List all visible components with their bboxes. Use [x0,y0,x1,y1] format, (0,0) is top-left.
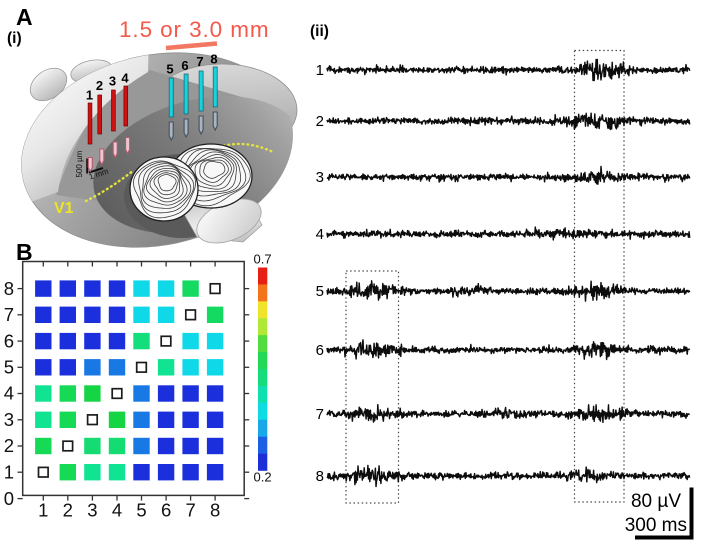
svg-text:4: 4 [121,71,129,86]
svg-text:8: 8 [210,52,217,67]
svg-text:6: 6 [4,330,14,351]
svg-text:5: 5 [316,283,324,300]
svg-text:1: 1 [86,88,93,103]
svg-text:(ii): (ii) [310,23,329,40]
svg-text:4: 4 [4,383,14,404]
svg-text:80 µV: 80 µV [631,491,681,512]
svg-text:8: 8 [316,468,324,485]
svg-text:3: 3 [109,74,116,89]
svg-text:500 µm: 500 µm [75,150,84,177]
svg-text:1: 1 [4,461,14,482]
svg-text:(i): (i) [7,30,22,47]
svg-text:1: 1 [38,500,48,521]
svg-text:1: 1 [316,62,324,79]
svg-text:4: 4 [112,500,122,521]
svg-text:B: B [16,239,33,265]
svg-text:6: 6 [316,342,324,359]
svg-text:7: 7 [316,406,324,423]
svg-text:3: 3 [316,169,324,186]
svg-text:6: 6 [161,500,171,521]
svg-text:4: 4 [316,226,324,243]
svg-text:A: A [16,4,33,30]
svg-text:8: 8 [210,500,220,521]
svg-text:6: 6 [181,58,188,73]
svg-text:0: 0 [4,488,14,509]
svg-text:2: 2 [96,78,103,93]
svg-text:2: 2 [63,500,73,521]
svg-text:8: 8 [4,278,14,299]
svg-text:2: 2 [316,113,324,130]
svg-text:7: 7 [185,500,195,521]
svg-text:7: 7 [196,54,203,69]
svg-text:7: 7 [4,304,14,325]
svg-text:5: 5 [166,62,173,77]
svg-text:5: 5 [4,357,14,378]
svg-text:0.2: 0.2 [254,470,272,485]
svg-text:0.7: 0.7 [254,252,272,267]
svg-text:5: 5 [136,500,146,521]
svg-text:1.5 or 3.0 mm: 1.5 or 3.0 mm [119,17,270,42]
svg-text:3: 3 [87,500,97,521]
svg-text:300 ms: 300 ms [625,515,687,536]
svg-text:3: 3 [4,409,14,430]
svg-text:2: 2 [4,435,14,456]
svg-text:V1: V1 [54,200,74,217]
